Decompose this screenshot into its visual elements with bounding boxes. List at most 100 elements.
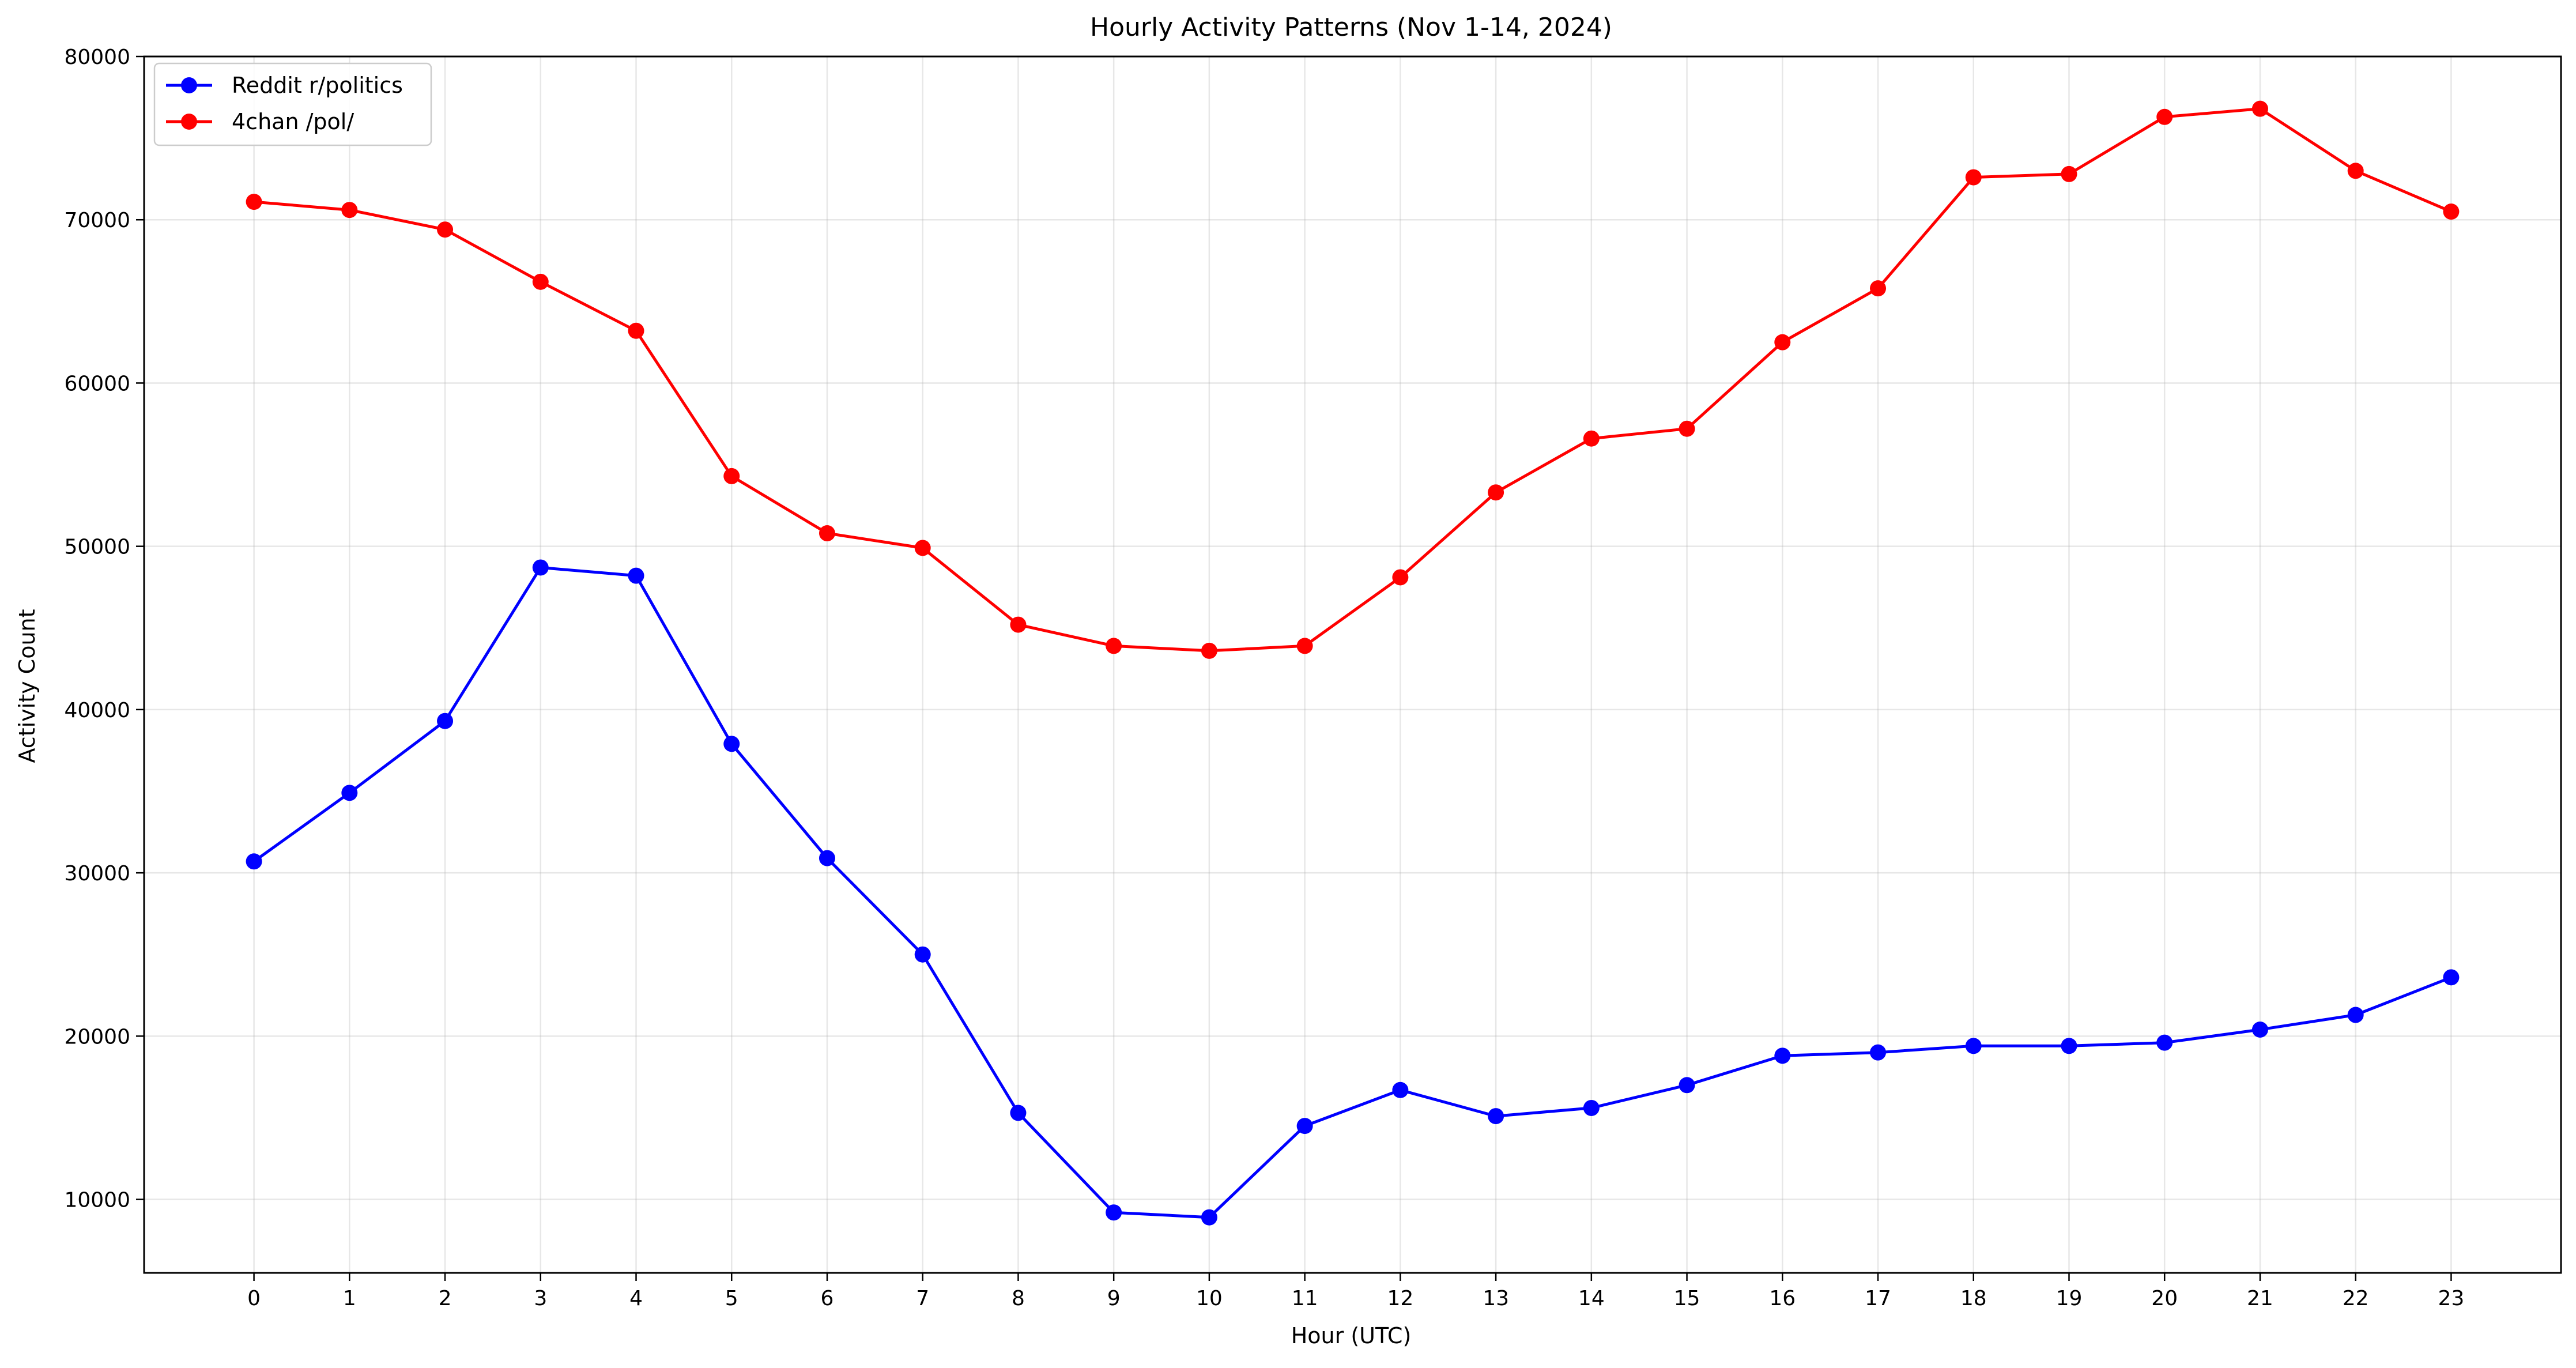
plot-frame (143, 55, 2562, 1274)
x-tick-label: 2 (439, 1287, 452, 1310)
y-tick-label: 60000 (64, 372, 130, 395)
grid-lines (144, 55, 2561, 1273)
data-point-4chan (437, 221, 454, 238)
x-tick-label: 17 (1865, 1287, 1891, 1310)
x-tick-label: 10 (1196, 1287, 1223, 1310)
data-point-reddit (2156, 1034, 2173, 1051)
legend-items: Reddit r/politics 4chan /pol/ (166, 73, 403, 134)
x-tick-label: 8 (1012, 1287, 1025, 1310)
data-point-reddit (628, 567, 644, 584)
data-point-reddit (1010, 1105, 1027, 1121)
data-point-reddit (1774, 1047, 1791, 1064)
x-tick-label: 9 (1107, 1287, 1121, 1310)
data-point-reddit (1679, 1077, 1695, 1094)
data-point-reddit (1870, 1044, 1887, 1061)
data-point-reddit (1583, 1099, 1600, 1116)
data-point-reddit (1296, 1118, 1313, 1135)
x-tick-label: 4 (629, 1287, 643, 1310)
x-tick-label: 19 (2056, 1287, 2083, 1310)
data-point-4chan (2251, 100, 2268, 117)
data-point-4chan (2443, 203, 2460, 220)
series-layer (246, 100, 2460, 1226)
y-tick-label: 80000 (64, 46, 130, 69)
x-tick-label: 16 (1769, 1287, 1796, 1310)
data-point-reddit (819, 850, 835, 866)
series-reddit (246, 559, 2460, 1226)
legend-swatch-marker (181, 114, 197, 130)
data-point-reddit (1488, 1108, 1504, 1125)
legend-item-reddit: Reddit r/politics (166, 73, 403, 98)
x-tick-label: 23 (2438, 1287, 2465, 1310)
x-tick-label: 22 (2343, 1287, 2369, 1310)
data-point-4chan (1488, 484, 1504, 501)
data-point-reddit (246, 853, 262, 870)
data-point-reddit (341, 785, 358, 801)
y-tick-label: 40000 (64, 699, 130, 722)
data-point-4chan (341, 202, 358, 218)
series-line-reddit (253, 566, 2452, 1219)
x-tick-label: 6 (821, 1287, 834, 1310)
y-tick-label: 30000 (64, 862, 130, 885)
legend-label: 4chan /pol/ (232, 109, 354, 134)
legend-item-4chan: 4chan /pol/ (166, 109, 354, 134)
x-tick-label: 12 (1387, 1287, 1413, 1310)
data-point-4chan (1870, 280, 1887, 297)
x-tick-label: 13 (1483, 1287, 1509, 1310)
data-point-4chan (1679, 420, 1695, 437)
data-point-reddit (1106, 1204, 1122, 1221)
x-axis-label: Hour (UTC) (1291, 1323, 1412, 1348)
x-tick-label: 3 (534, 1287, 547, 1310)
data-point-4chan (1965, 169, 1982, 186)
series-line-4chan (254, 107, 2452, 653)
data-point-4chan (2347, 163, 2364, 179)
legend-label: Reddit r/politics (232, 73, 403, 98)
data-point-4chan (914, 540, 931, 556)
data-point-reddit (1201, 1209, 1217, 1226)
x-tick-label: 0 (247, 1287, 261, 1310)
data-point-4chan (1392, 569, 1409, 586)
data-point-4chan (2061, 165, 2077, 182)
data-point-4chan (1296, 638, 1313, 654)
x-tick-label: 11 (1292, 1287, 1318, 1310)
data-point-4chan (723, 468, 740, 484)
data-point-reddit (1965, 1038, 1982, 1054)
x-tick-label: 18 (1960, 1287, 1987, 1310)
series-4chan (246, 100, 2460, 659)
data-point-4chan (1583, 430, 1600, 447)
x-tick-label: 20 (2151, 1287, 2178, 1310)
data-point-reddit (437, 713, 454, 729)
y-tick-label: 70000 (64, 209, 130, 232)
data-point-reddit (914, 946, 931, 963)
x-tick-label: 21 (2247, 1287, 2273, 1310)
data-point-reddit (2061, 1038, 2077, 1054)
x-tick-label: 1 (343, 1287, 356, 1310)
data-point-reddit (1392, 1081, 1409, 1098)
data-point-reddit (532, 559, 549, 576)
data-point-4chan (1106, 638, 1122, 654)
y-axis-label: Activity Count (14, 609, 40, 763)
x-tick-label: 14 (1578, 1287, 1605, 1310)
x-tick-label: 7 (916, 1287, 929, 1310)
data-point-4chan (1010, 616, 1027, 633)
data-point-reddit (2347, 1007, 2364, 1023)
y-tick-label: 50000 (64, 536, 130, 559)
data-point-4chan (1201, 642, 1217, 659)
data-point-reddit (2251, 1022, 2268, 1038)
data-point-4chan (2156, 108, 2173, 125)
x-tick-label: 15 (1674, 1287, 1700, 1310)
legend-swatch-marker (181, 77, 197, 93)
data-point-4chan (246, 194, 262, 210)
data-point-reddit (2443, 969, 2460, 986)
legend: Reddit r/politics 4chan /pol/ (153, 62, 432, 146)
legend-box (153, 62, 432, 146)
data-point-4chan (1774, 334, 1791, 351)
data-point-4chan (819, 525, 835, 542)
y-tick-label: 20000 (64, 1025, 130, 1049)
data-point-4chan (628, 322, 644, 339)
chart-title: Hourly Activity Patterns (Nov 1-14, 2024… (1090, 13, 1612, 42)
axis-ticks: 0 1 2 3 4 5 6 7 8 9 10 11 12 13 14 15 16 17 18 19 20 21 22 2310… (64, 46, 2464, 1310)
data-point-reddit (723, 736, 740, 752)
